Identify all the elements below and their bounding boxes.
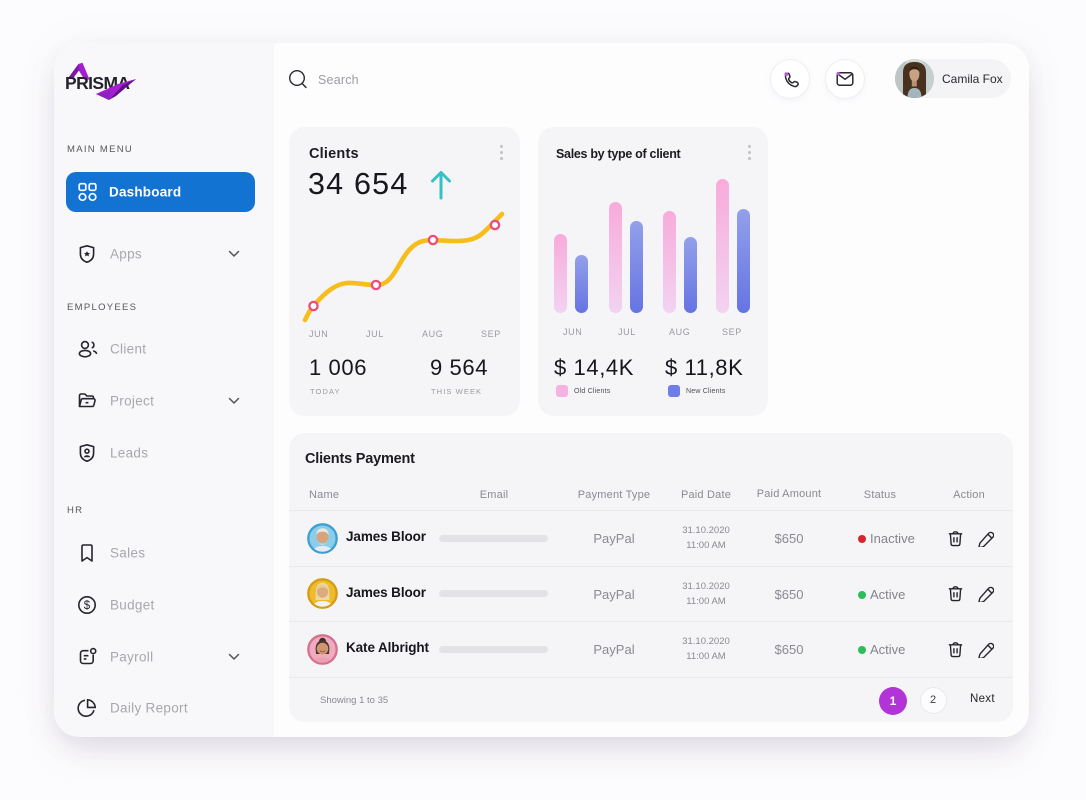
svg-text:$: $ [84,600,91,612]
